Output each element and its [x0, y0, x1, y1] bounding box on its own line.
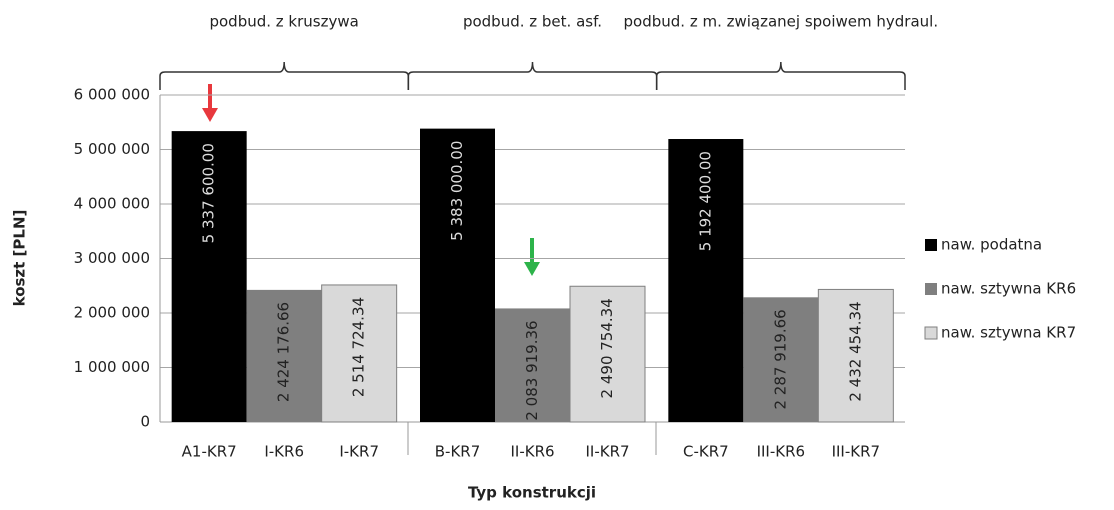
value-label: 2 514 724.34 [350, 297, 368, 397]
legend-label: naw. sztywna KR7 [941, 324, 1076, 342]
x-tick-label: II-KR7 [585, 443, 629, 461]
y-tick-label: 6 000 000 [74, 86, 150, 104]
bar [569, 285, 646, 423]
bar [668, 139, 744, 422]
bar [321, 284, 398, 423]
value-label: 5 383 000.00 [448, 141, 466, 241]
x-tick-label: I-KR6 [264, 443, 304, 461]
x-tick-label: A1-KR7 [182, 443, 237, 461]
y-axis-title: koszt [PLN] [11, 210, 29, 307]
x-tick-label: II-KR6 [510, 443, 554, 461]
y-tick-label: 4 000 000 [74, 195, 150, 213]
x-tick-label: III-KR6 [757, 443, 806, 461]
value-label: 5 337 600.00 [200, 143, 218, 243]
legend-swatch [925, 283, 937, 295]
legend-swatch [924, 326, 938, 340]
value-label: 2 424 176.66 [275, 302, 293, 402]
value-label: 5 192 400.00 [696, 151, 714, 251]
y-tick-label: 2 000 000 [74, 304, 150, 322]
y-tick-label: 5 000 000 [74, 140, 150, 158]
value-label: 2 490 754.34 [598, 298, 616, 398]
green-arrow [524, 238, 540, 276]
x-tick-label: I-KR7 [339, 443, 379, 461]
legend-label: naw. sztywna KR6 [941, 280, 1076, 298]
legend-swatch [925, 239, 937, 251]
group-label: podbud. z kruszywa [209, 13, 358, 31]
x-tick-label: B-KR7 [435, 443, 481, 461]
value-label: 2 083 919.36 [523, 320, 541, 420]
group-label: podbud. z m. związanej spoiwem hydraul. [624, 13, 939, 31]
y-tick-label: 3 000 000 [74, 249, 150, 267]
y-tick-label: 0 [140, 413, 150, 431]
group-brace [655, 61, 906, 90]
x-tick-label: III-KR7 [832, 443, 881, 461]
value-label: 2 287 919.66 [771, 309, 789, 409]
x-axis-title: Typ konstrukcji [468, 484, 596, 502]
bar [495, 308, 570, 422]
legend-label: naw. podatna [941, 236, 1042, 254]
group-brace [407, 61, 658, 90]
bar [743, 297, 819, 422]
x-tick-label: C-KR7 [683, 443, 729, 461]
group-brace [159, 61, 410, 90]
bar [420, 128, 495, 422]
value-label: 2 432 454.34 [846, 301, 864, 401]
red-arrow [202, 84, 218, 122]
group-label: podbud. z bet. asf. [463, 13, 602, 31]
bar [246, 289, 322, 422]
bar [817, 288, 894, 423]
bar [171, 131, 247, 422]
y-tick-label: 1 000 000 [74, 358, 150, 376]
